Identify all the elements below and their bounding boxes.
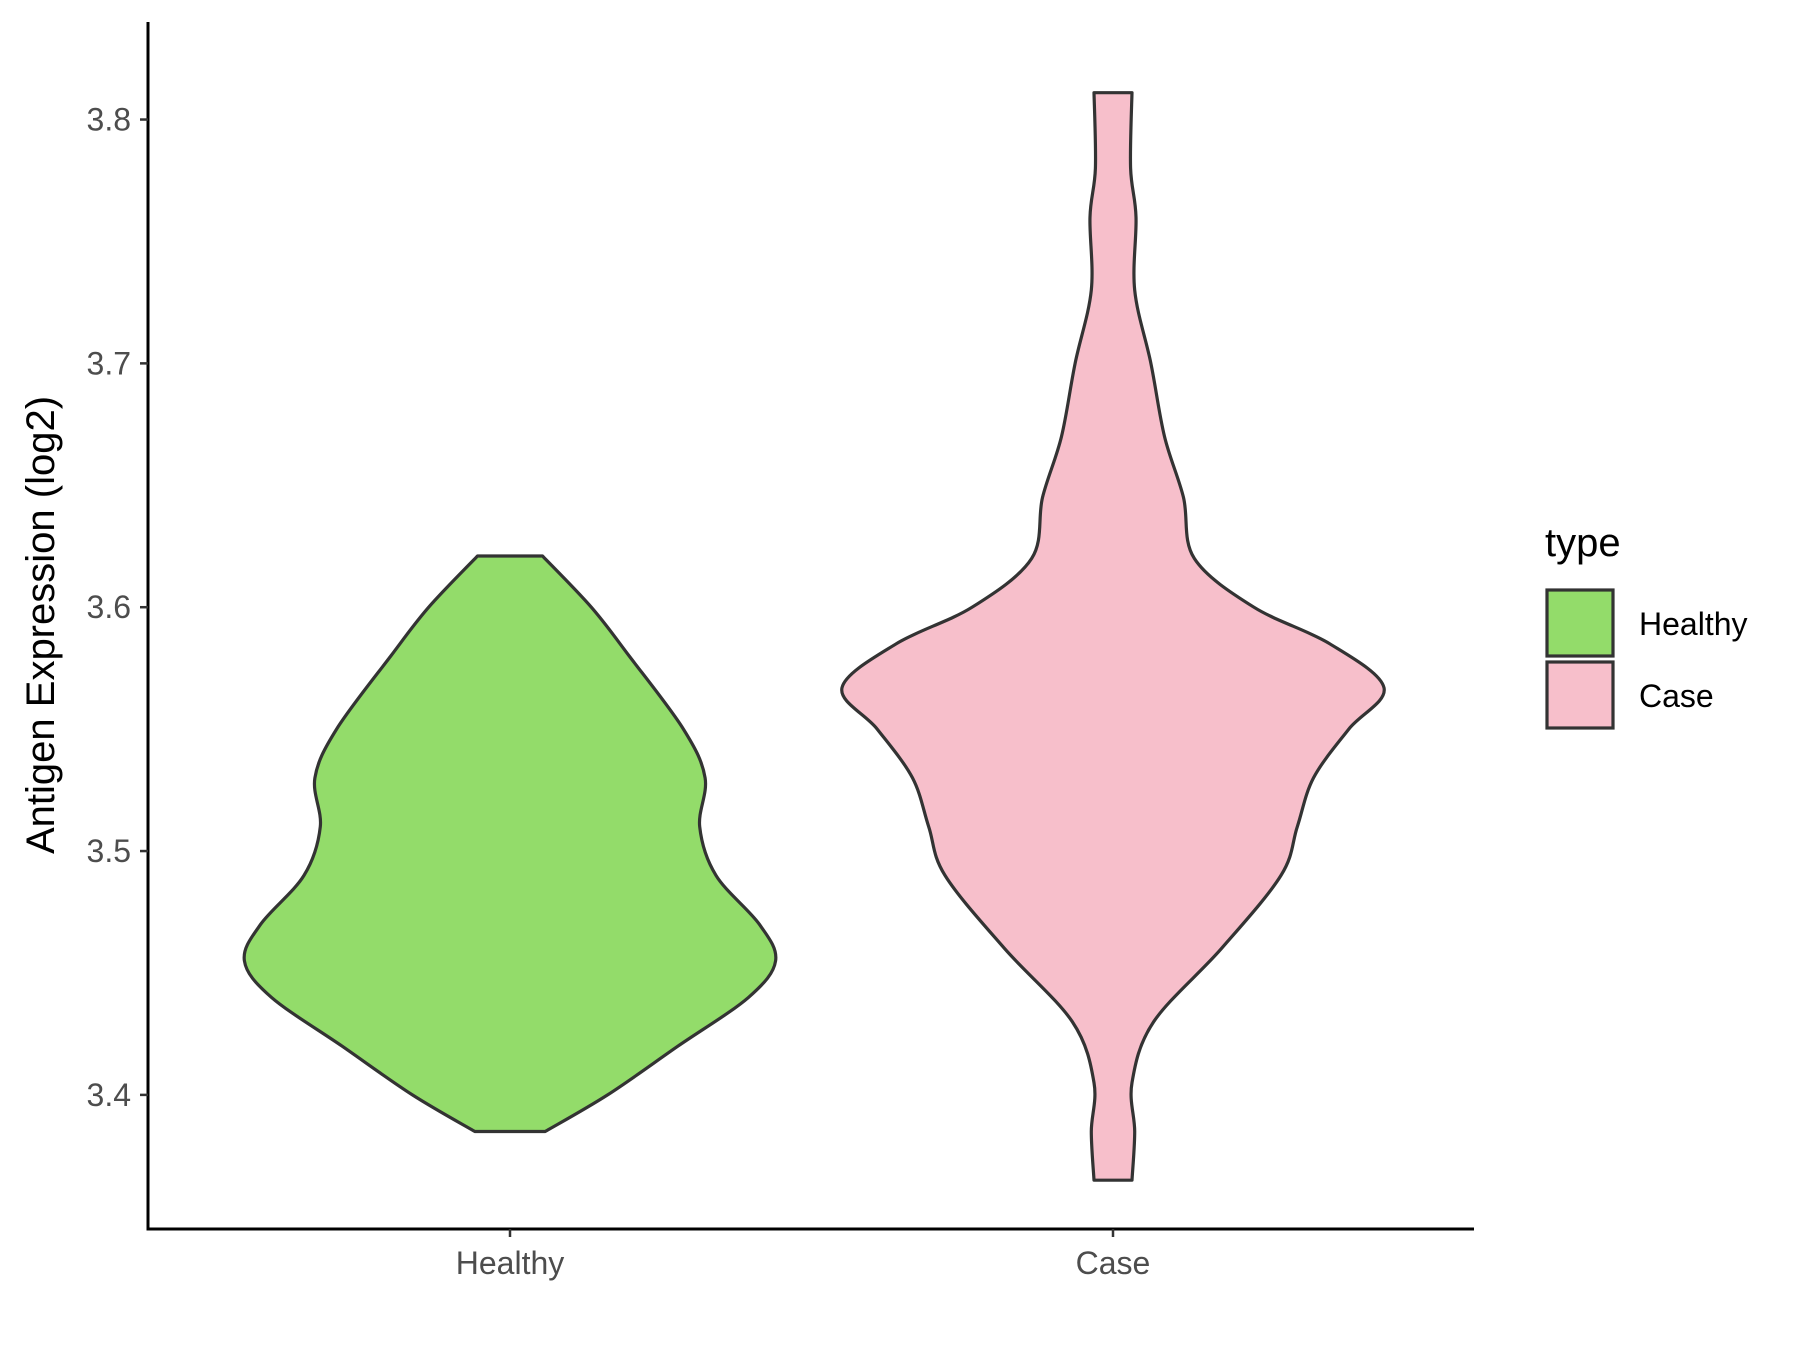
violin-healthy: [242, 554, 778, 1134]
y-tick-label: 3.7: [87, 345, 131, 381]
y-tick-label: 3.4: [87, 1077, 131, 1113]
y-tick-label: 3.6: [87, 589, 131, 625]
y-tick-label: 3.5: [87, 833, 131, 869]
axes-group: [146, 22, 1474, 1231]
legend-label-healthy: Healthy: [1639, 606, 1748, 642]
y-tick-label: 3.8: [87, 102, 131, 138]
x-ticks-group: Healthy Case: [456, 1229, 1151, 1281]
legend-title: type: [1545, 521, 1621, 565]
violins-group: [242, 91, 1386, 1182]
legend-key-healthy: [1545, 588, 1615, 658]
x-tick-label: Healthy: [456, 1245, 565, 1281]
y-axis-title: Antigen Expression (log2): [19, 396, 63, 854]
legend: type Healthy Case: [1545, 521, 1748, 730]
x-tick-label: Case: [1076, 1245, 1151, 1281]
y-ticks-group: 3.4 3.5 3.6 3.7 3.8: [87, 102, 148, 1113]
legend-label-case: Case: [1639, 678, 1714, 714]
violin-case: [840, 91, 1386, 1182]
legend-key-case: [1545, 660, 1615, 730]
